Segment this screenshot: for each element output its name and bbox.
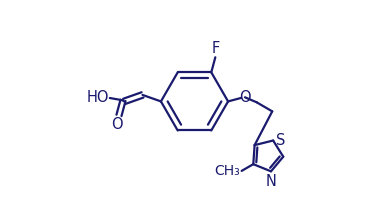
Text: F: F — [211, 41, 219, 56]
Text: CH₃: CH₃ — [214, 164, 240, 178]
Text: O: O — [239, 90, 251, 105]
Text: S: S — [276, 133, 285, 148]
Text: O: O — [111, 117, 123, 132]
Text: HO: HO — [86, 90, 109, 105]
Text: N: N — [266, 174, 277, 189]
